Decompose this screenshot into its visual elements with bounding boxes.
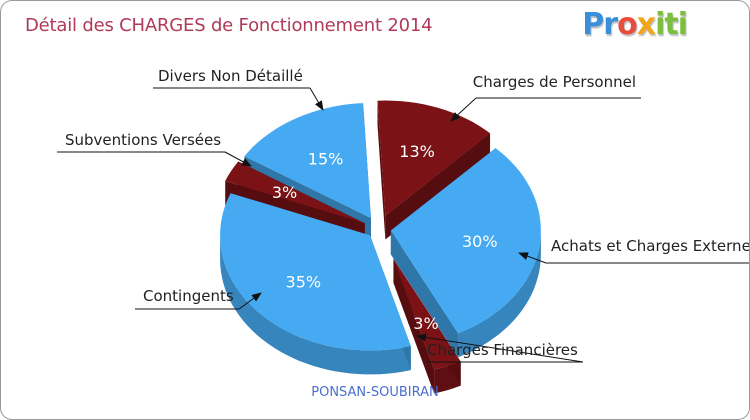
slice-category-label: Charges Financières — [427, 341, 578, 359]
slice-category-label: Achats et Charges Externes — [551, 237, 749, 255]
pie-slice-1[interactable] — [377, 100, 491, 216]
slice-percent-label: 3% — [272, 183, 297, 202]
pie-slice-2[interactable] — [390, 148, 541, 334]
slice-percent-label: 15% — [308, 149, 344, 168]
slice-percent-label: 35% — [286, 273, 322, 292]
pie-slice-5[interactable] — [225, 161, 365, 224]
pie-slice-face-1-1 — [377, 100, 386, 240]
callout-arrow — [518, 252, 547, 264]
proxiti-logo: Proxiti — [582, 7, 688, 42]
slice-percent-label: 13% — [399, 142, 435, 161]
callout-arrow — [238, 292, 262, 310]
pie-slice-4[interactable] — [220, 193, 411, 351]
callout-arrow — [450, 97, 477, 122]
pie-slice-face-2-2 — [390, 230, 459, 358]
slice-category-label: Charges de Personnel — [473, 73, 636, 91]
pie-slice-3[interactable] — [393, 258, 461, 370]
pie-slice-side-4 — [220, 235, 411, 375]
slice-percent-label: 30% — [462, 232, 498, 251]
pie-slice-face-1-2 — [385, 133, 491, 240]
callout-arrow — [224, 151, 252, 167]
slice-category-label: Subventions Versées — [65, 131, 221, 149]
slice-percent-label: 3% — [413, 314, 438, 333]
slice-category-label: Contingents — [143, 287, 234, 305]
pie-slice-side-2 — [458, 230, 541, 358]
chart-title: Détail des CHARGES de Fonctionnement 201… — [25, 15, 433, 36]
pie-slice-6[interactable] — [244, 103, 371, 218]
callout-arrow — [416, 333, 584, 363]
chart-subtitle: PONSAN-SOUBIRAN — [311, 385, 439, 400]
pie-slice-face-3-2 — [393, 258, 435, 394]
slice-category-label: Divers Non Détaillé — [158, 67, 303, 85]
callout-arrow — [309, 87, 324, 111]
